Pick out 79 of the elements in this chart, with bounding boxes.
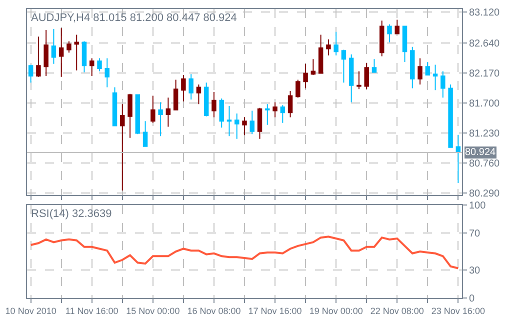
candlestick <box>280 104 286 124</box>
candlestick <box>158 102 163 137</box>
candlestick <box>97 58 102 72</box>
chart-title: AUDJPY,H4 81.015 81.200 80.447 80.924 <box>31 12 237 24</box>
candlestick <box>181 74 186 102</box>
y-tick-label: 82.170 <box>469 68 500 80</box>
candlestick <box>310 58 316 76</box>
chart-title: RSI(14) 32.3639 <box>31 208 112 220</box>
candlestick <box>296 79 300 98</box>
x-tick-label: 22 Nov 08:00 <box>370 306 424 316</box>
candlestick <box>334 31 338 56</box>
x-tick-label: 16 Nov 08:00 <box>187 306 241 316</box>
candlestick <box>257 107 262 140</box>
candlestick <box>341 49 346 84</box>
candlestick <box>166 97 171 128</box>
x-tick-label: 17 Nov 16:00 <box>248 306 302 316</box>
candlestick <box>188 74 194 100</box>
candlestick <box>226 106 232 137</box>
candlestick <box>36 36 41 78</box>
candlestick <box>44 30 48 77</box>
candlestick <box>150 95 156 124</box>
candlestick <box>303 63 308 89</box>
candlestick <box>204 82 209 117</box>
y-tick-label: 100 <box>469 200 486 212</box>
candlestick <box>142 120 148 147</box>
candlestick <box>418 58 422 85</box>
candlestick <box>432 64 438 91</box>
candlestick <box>242 116 247 136</box>
y-tick-label: 80.760 <box>469 158 500 170</box>
candlestick <box>394 19 400 34</box>
candlestick <box>380 20 384 57</box>
y-tick-label: 81.700 <box>469 98 500 110</box>
candlestick <box>74 34 79 71</box>
candlestick <box>66 40 72 54</box>
candlestick <box>410 46 415 89</box>
y-tick-label: 30 <box>469 266 481 277</box>
x-tick-label: 11 Nov 16:00 <box>65 306 118 316</box>
y-tick-label: 0 <box>469 294 475 304</box>
candlestick <box>82 40 87 73</box>
candlestick <box>318 34 324 74</box>
candlestick <box>196 84 202 105</box>
candlestick <box>356 70 362 90</box>
x-tick-label: 23 Nov 16:00 <box>431 306 485 316</box>
candlestick <box>104 58 110 88</box>
candlestick <box>440 70 446 98</box>
candlestick <box>128 93 132 138</box>
x-tick-label: 15 Nov 00:00 <box>126 306 180 316</box>
candlestick <box>456 134 461 184</box>
candlestick <box>265 104 270 126</box>
ref-line-label: 80.924 <box>465 147 496 158</box>
x-tick-label: 10 Nov 2010 <box>5 306 56 316</box>
x-tick-label: 19 Nov 00:00 <box>309 306 363 316</box>
candlestick <box>387 24 392 43</box>
candlestick <box>326 38 331 56</box>
y-tick-label: 70 <box>469 228 481 240</box>
candlestick <box>272 102 278 118</box>
y-tick-label: 81.230 <box>469 128 500 140</box>
candlestick <box>288 90 293 118</box>
candlestick <box>372 58 377 73</box>
candlestick <box>402 26 408 62</box>
candlestick <box>58 28 64 78</box>
candlestick <box>135 94 140 135</box>
candlestick <box>219 98 224 128</box>
candlestick <box>348 54 354 103</box>
line-series <box>30 236 460 270</box>
candlestick <box>90 58 94 77</box>
candlestick <box>173 79 178 110</box>
y-tick-label: 83.120 <box>469 8 500 19</box>
candlestick <box>51 28 56 64</box>
candlestick <box>28 64 34 84</box>
candlestick <box>234 113 240 140</box>
candlestick <box>212 91 216 118</box>
candlestick <box>448 84 453 148</box>
candlestick <box>364 62 369 90</box>
y-tick-label: 82.640 <box>469 38 500 50</box>
candlestick <box>250 110 254 135</box>
y-tick-label: 80.290 <box>469 188 500 200</box>
candlestick <box>425 61 430 76</box>
candlestick <box>112 86 118 126</box>
